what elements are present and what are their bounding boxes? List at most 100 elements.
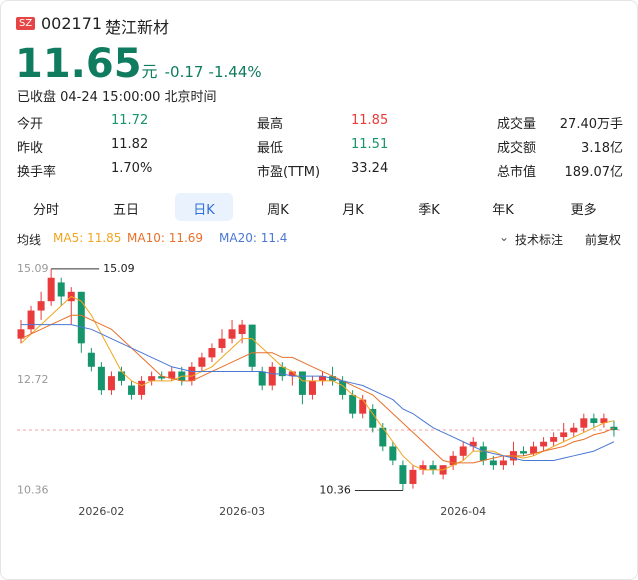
candle-body xyxy=(228,329,236,339)
candle-body xyxy=(97,366,105,391)
candle-body xyxy=(449,455,457,466)
candle-body xyxy=(218,338,226,349)
market-badge: SZ xyxy=(16,17,36,30)
candle-body xyxy=(258,371,266,386)
stat-label: 最低 xyxy=(257,141,284,156)
candle-body xyxy=(47,277,55,302)
stat-value: 11.82 xyxy=(111,137,149,152)
tool-button[interactable]: 前复权 xyxy=(585,233,622,247)
candle-body xyxy=(499,460,507,466)
stat-label: 市盈(TTM) xyxy=(257,165,321,180)
candle-body xyxy=(268,366,276,386)
tab[interactable]: 季K xyxy=(418,203,440,218)
candle-body xyxy=(188,366,196,381)
price: 11.65 xyxy=(15,41,142,87)
candle-body xyxy=(530,446,538,454)
candle-body xyxy=(429,465,437,470)
tab[interactable]: 年K xyxy=(492,203,514,218)
candle-body xyxy=(409,469,417,484)
change: -0.17 xyxy=(164,63,204,81)
market-status: 已收盘 04-24 15:00:00 北京时间 xyxy=(17,90,217,105)
tab[interactable]: 分时 xyxy=(32,203,60,218)
candle-body xyxy=(520,451,527,454)
candle-body xyxy=(107,376,115,391)
candle-body xyxy=(600,418,608,424)
candle-body xyxy=(339,380,347,395)
max-label: 15.09 xyxy=(103,262,134,275)
candle-body xyxy=(248,324,256,367)
candle-body xyxy=(17,329,25,339)
stat-label: 昨收 xyxy=(17,141,44,156)
candle-body xyxy=(580,418,588,428)
y-tick-label: 10.36 xyxy=(17,484,49,497)
stat-label: 成交量 xyxy=(497,117,537,132)
quote-line: 11.65元 -0.17 -1.44% xyxy=(15,41,262,87)
candle-body xyxy=(308,380,316,395)
candle-body xyxy=(540,441,548,447)
candle-body xyxy=(560,432,568,438)
stat-value: 3.18亿 xyxy=(581,141,623,156)
stat-value: 189.07亿 xyxy=(564,165,624,180)
candle-body xyxy=(570,427,578,433)
candle-body xyxy=(399,465,407,484)
y-tick-label: 15.09 xyxy=(17,262,49,275)
active-tab-bg xyxy=(175,193,233,221)
stat-label: 成交额 xyxy=(497,141,537,156)
candle-body xyxy=(298,371,306,395)
stat-label: 最高 xyxy=(257,117,284,132)
x-tick-label: 2026-02 xyxy=(78,505,124,518)
stat-value: 27.40万手 xyxy=(559,117,623,132)
candle-body xyxy=(379,427,387,447)
x-tick-label: 2026-04 xyxy=(440,505,486,518)
ma-line xyxy=(21,324,615,462)
change-pct: -1.44% xyxy=(208,63,262,81)
candle-body xyxy=(288,371,296,377)
tab[interactable]: 五日 xyxy=(112,203,140,218)
legend-entry: MA5: 11.85 xyxy=(53,231,122,245)
x-tick-label: 2026-03 xyxy=(219,505,265,518)
candle-body xyxy=(469,441,477,447)
tab[interactable]: 月K xyxy=(342,203,364,218)
stat-label: 今开 xyxy=(17,117,44,132)
candle-body xyxy=(158,376,166,379)
stat-value: 33.24 xyxy=(351,161,389,176)
tab[interactable]: 周K xyxy=(267,203,289,218)
stat-label: 换手率 xyxy=(17,165,57,180)
stat-label: 总市值 xyxy=(497,165,537,180)
stock-code: 002171 xyxy=(41,14,103,33)
price-unit: 元 xyxy=(141,62,158,81)
stat-value: 11.85 xyxy=(351,113,389,128)
candle-body xyxy=(168,371,176,379)
candle-body xyxy=(459,446,467,456)
candle-body xyxy=(489,460,497,466)
candle-body xyxy=(138,380,146,395)
candle-body xyxy=(37,301,45,311)
candle-body xyxy=(359,399,367,414)
candle-body xyxy=(208,348,216,358)
candle-body xyxy=(87,352,95,367)
candle-body xyxy=(349,394,357,414)
legend-entry: MA20: 11.4 xyxy=(219,231,288,245)
stat-value: 11.72 xyxy=(111,113,149,128)
ma-line xyxy=(20,314,615,464)
stock-name: 楚江新材 xyxy=(105,18,170,37)
annotate-icon[interactable]: ⌄ xyxy=(499,230,510,244)
legend-entry: MA10: 11.69 xyxy=(127,231,204,245)
tool-button[interactable]: 技术标注 xyxy=(515,233,564,247)
stat-value: 1.70% xyxy=(111,161,153,176)
candle-body xyxy=(319,376,326,381)
candle-body xyxy=(57,282,65,297)
tab[interactable]: 更多 xyxy=(570,203,597,218)
indicator-label: 均线 xyxy=(17,233,42,247)
candle-body xyxy=(389,446,397,461)
candle-body xyxy=(238,324,246,334)
tab[interactable]: 日K xyxy=(193,203,215,218)
stat-value: 11.51 xyxy=(351,137,389,152)
min-label: 10.36 xyxy=(319,484,351,497)
candle-body xyxy=(118,371,125,381)
candle-body xyxy=(479,446,487,461)
candle-body xyxy=(148,376,156,381)
candle-body xyxy=(278,366,286,377)
